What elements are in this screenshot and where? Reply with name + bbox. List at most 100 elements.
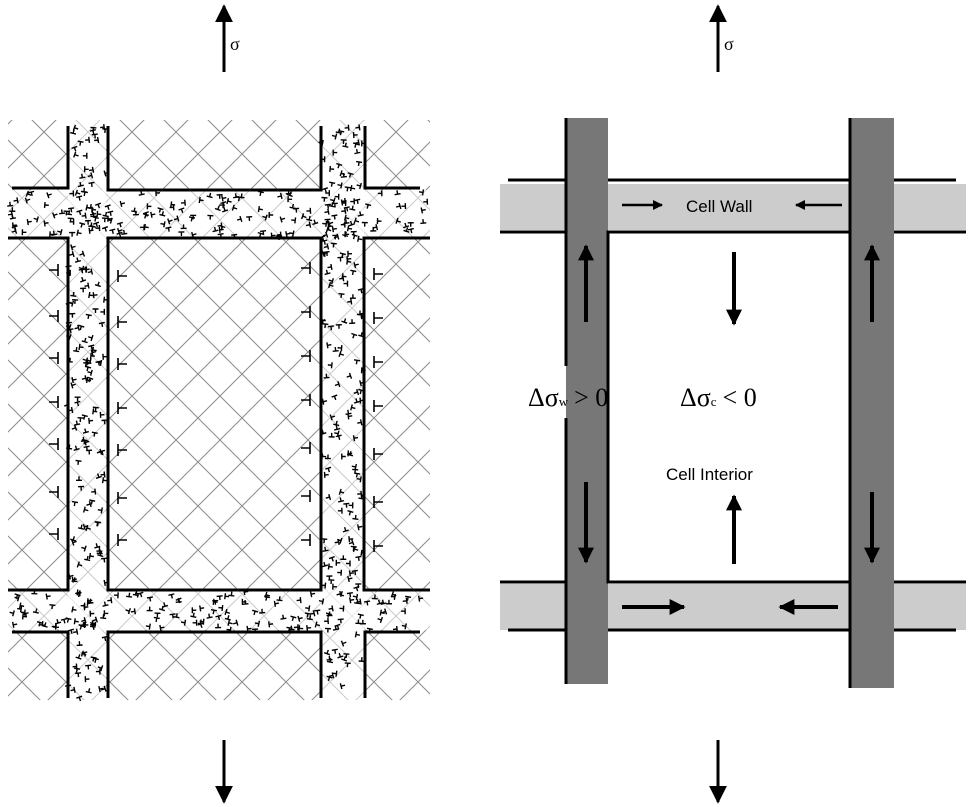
wall-vertical-left (566, 118, 608, 684)
dislocation-symbol (340, 221, 346, 228)
dislocation-symbol (366, 627, 373, 633)
dislocation-symbol (361, 140, 366, 147)
dislocation-symbol (325, 612, 332, 618)
dislocation-symbol (17, 606, 23, 613)
dislocation-symbol (338, 497, 345, 503)
dislocation-symbol (385, 599, 393, 605)
dislocation-symbol (328, 281, 334, 289)
dislocation-symbol (117, 228, 123, 235)
right-panel: σ (500, 4, 966, 804)
dislocation-symbol (329, 414, 336, 421)
dislocation-symbol (82, 506, 89, 513)
dislocation-symbol (377, 190, 383, 197)
dislocation-symbol (76, 695, 83, 702)
dislocation-symbol (226, 626, 232, 634)
dislocation-symbol (356, 160, 363, 167)
dislocation-cloud (7, 124, 429, 702)
dislocation-symbol (340, 640, 347, 647)
dislocation-symbol (103, 579, 109, 586)
dislocation-symbol (31, 589, 38, 595)
dislocation-symbol (89, 499, 96, 505)
dislocation-symbol (327, 362, 333, 369)
edge-dislocation-symbol (373, 356, 383, 368)
dislocation-symbol (337, 345, 343, 352)
dislocation-symbol (232, 619, 239, 626)
dislocation-symbol (228, 591, 235, 597)
dislocation-symbol (324, 627, 332, 633)
dislocation-symbol (146, 606, 153, 612)
dislocation-symbol (81, 212, 87, 219)
dislocation-symbol (82, 523, 89, 530)
dislocation-symbol (342, 142, 349, 148)
dislocation-symbol (82, 428, 89, 434)
dislocation-symbol (331, 214, 338, 220)
dislocation-symbol (323, 373, 330, 379)
dislocation-symbol (78, 343, 84, 350)
dislocation-symbol (290, 615, 297, 622)
dislocation-symbol (169, 613, 176, 619)
dislocation-symbol (359, 619, 366, 625)
dislocation-symbol (332, 670, 338, 677)
dislocation-symbol (28, 190, 35, 197)
dislocation-symbol (96, 549, 103, 555)
dislocation-symbol (318, 139, 324, 147)
dislocation-symbol (347, 172, 354, 178)
dislocation-symbol (338, 129, 345, 136)
dislocation-symbol (323, 649, 331, 656)
dislocation-symbol (126, 592, 133, 598)
dislocation-symbol (146, 596, 153, 602)
dislocation-symbol (14, 595, 20, 602)
dislocation-symbol (109, 228, 116, 234)
dislocation-symbol (214, 205, 221, 212)
dislocation-symbol (351, 463, 358, 471)
dislocation-symbol (319, 235, 326, 241)
edge-dislocation-symbol (49, 310, 59, 322)
dislocation-symbol (74, 400, 81, 407)
dislocation-symbol (76, 476, 82, 481)
dislocation-symbol (89, 620, 97, 626)
dislocation-symbol (332, 583, 337, 590)
dislocation-symbol (339, 170, 346, 177)
dislocation-symbol (43, 220, 49, 227)
dislocation-symbol (81, 375, 88, 382)
dislocation-symbol (94, 281, 101, 288)
dislocation-symbol (74, 257, 82, 263)
dislocation-symbol (336, 162, 343, 169)
dislocation-symbol (107, 597, 113, 604)
dislocation-symbol (82, 152, 88, 159)
dislocation-symbol (326, 342, 332, 349)
dislocation-symbol (157, 207, 164, 213)
dislocation-symbol (339, 605, 345, 612)
dislocation-symbol (381, 608, 388, 615)
dislocation-symbol (85, 664, 92, 670)
dislocation-symbol (78, 324, 85, 331)
dislocation-symbol (20, 609, 26, 616)
dislocation-symbol (318, 598, 325, 605)
dislocation-symbol (407, 222, 414, 227)
dislocation-symbol (77, 416, 84, 422)
dislocation-symbol (101, 217, 108, 223)
label-cell-wall: Cell Wall (686, 197, 752, 216)
dislocation-symbol (73, 347, 80, 353)
dislocation-symbol (81, 439, 88, 445)
dislocation-symbol (351, 332, 358, 339)
dislocation-symbol (82, 357, 89, 364)
edge-dislocation-symbol (49, 264, 59, 276)
dislocation-symbol (407, 227, 414, 234)
dislocation-symbol (92, 216, 99, 222)
dislocation-symbol (70, 291, 77, 298)
dislocation-symbol (73, 445, 80, 451)
dislocation-symbol (394, 190, 401, 196)
right-outlines (500, 118, 966, 688)
edge-dislocation-symbol (49, 352, 59, 364)
dislocation-symbol (84, 282, 90, 289)
dislocation-symbol (94, 136, 100, 144)
dislocation-symbol (134, 592, 142, 598)
dislocation-symbol (87, 268, 94, 275)
dislocation-symbol (79, 250, 86, 257)
edge-dislocation-symbol (49, 396, 59, 408)
dislocation-symbol (72, 663, 78, 670)
dislocation-symbol (352, 132, 358, 139)
dislocation-symbol (66, 357, 73, 363)
dislocation-symbol (143, 223, 149, 231)
